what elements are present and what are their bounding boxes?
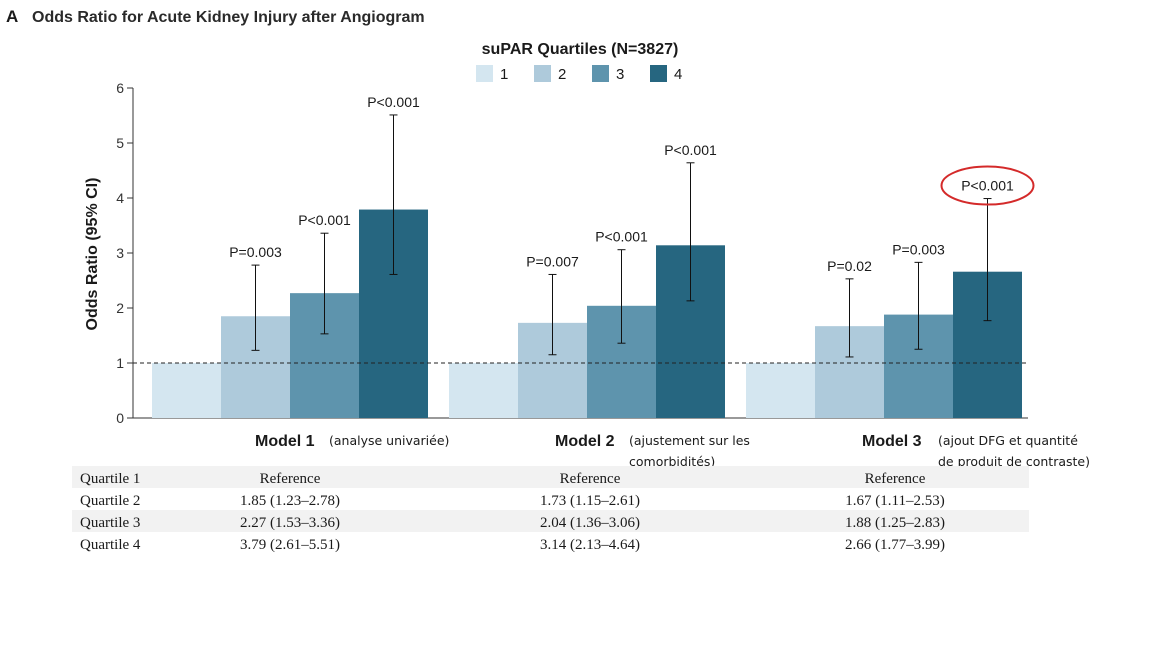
table-cell-model-3: Reference — [865, 471, 926, 487]
table-row-label: Quartile 4 — [80, 537, 141, 553]
table-cell-model-2: Reference — [560, 471, 621, 487]
bar-model1-q1 — [152, 363, 221, 418]
table-cell-model-1: 3.79 (2.61–5.51) — [240, 537, 340, 553]
figure-title: Odds Ratio for Acute Kidney Injury after… — [32, 9, 425, 26]
table-cell-model-2: 3.14 (2.13–4.64) — [540, 537, 640, 553]
y-tick-label-3: 3 — [116, 245, 124, 261]
model-note-2-line-2: comorbidités) — [629, 454, 715, 469]
p-value-model2-q2: P=0.007 — [526, 253, 579, 269]
bars — [152, 209, 1022, 418]
model-label-3: Model 3 — [862, 433, 922, 450]
legend-label-1: 1 — [500, 66, 508, 83]
y-tick-label-1: 1 — [116, 355, 124, 371]
p-value-model1-q2: P=0.003 — [229, 244, 282, 260]
model-note-1-line-1: (analyse univariée) — [329, 433, 449, 448]
panel-letter: A — [6, 7, 18, 26]
y-tick-label-4: 4 — [116, 190, 124, 206]
table-row-stripe — [72, 510, 1029, 532]
legend: 1 2 3 4 — [476, 65, 682, 83]
legend-label-4: 4 — [674, 66, 682, 83]
model-labels: Model 1 (analyse univariée) Model 2 (ajuste… — [255, 433, 1090, 469]
table-row-stripe — [72, 466, 1029, 488]
table-cell-model-2: 2.04 (1.36–3.06) — [540, 515, 640, 531]
p-value-labels: P=0.003 P<0.001 P<0.001 P=0.007 P<0.001 P<0.0… — [229, 94, 1035, 274]
table-cell-model-2: 1.73 (1.15–2.61) — [540, 493, 640, 509]
p-value-model3-q4: P<0.001 — [961, 178, 1014, 194]
table-cell-model-3: 1.67 (1.11–2.53) — [845, 493, 944, 509]
p-value-model2-q4: P<0.001 — [664, 142, 717, 158]
model-label-2: Model 2 — [555, 433, 615, 450]
legend-label-3: 3 — [616, 66, 624, 83]
model-note-3-line-1: (ajout DFG et quantité — [938, 433, 1078, 448]
legend-title: suPAR Quartiles (N=3827) — [482, 41, 679, 58]
model-note-3-line-2: de produit de contraste) — [938, 454, 1090, 469]
legend-swatch-4 — [650, 65, 667, 82]
p-value-model2-q3: P<0.001 — [595, 229, 648, 245]
table-row-label: Quartile 1 — [80, 471, 140, 487]
error-bars — [251, 114, 992, 358]
table-cell-model-1: Reference — [260, 471, 321, 487]
legend-swatch-3 — [592, 65, 609, 82]
y-tick-label-0: 0 — [116, 410, 124, 426]
p-value-model1-q3: P<0.001 — [298, 212, 351, 228]
table-cell-model-1: 1.85 (1.23–2.78) — [240, 493, 340, 509]
y-tick-label-6: 6 — [116, 80, 124, 96]
bar-model3-q1 — [746, 363, 815, 418]
y-axis-label: Odds Ratio (95% CI) — [84, 178, 101, 331]
highlight-circle — [940, 165, 1035, 206]
p-value-model1-q4: P<0.001 — [367, 94, 420, 110]
y-tick-label-2: 2 — [116, 300, 124, 316]
table-cell-model-3: 2.66 (1.77–3.99) — [845, 537, 945, 553]
table-row-label: Quartile 2 — [80, 493, 140, 509]
model-label-1: Model 1 — [255, 433, 315, 450]
table-cell-model-3: 1.88 (1.25–2.83) — [845, 515, 945, 531]
p-value-model3-q3: P=0.003 — [892, 241, 945, 257]
legend-swatch-2 — [534, 65, 551, 82]
legend-swatch-1 — [476, 65, 493, 82]
bar-model2-q1 — [449, 363, 518, 418]
results-table: Quartile 1 Reference Reference Reference Qua… — [72, 466, 1029, 553]
model-note-2-line-1: (ajustement sur les — [629, 433, 750, 448]
table-cell-model-1: 2.27 (1.53–3.36) — [240, 515, 340, 531]
p-value-model3-q2: P=0.02 — [827, 258, 872, 274]
legend-label-2: 2 — [558, 66, 566, 83]
table-row-label: Quartile 3 — [80, 515, 140, 531]
y-tick-label-5: 5 — [116, 135, 124, 151]
